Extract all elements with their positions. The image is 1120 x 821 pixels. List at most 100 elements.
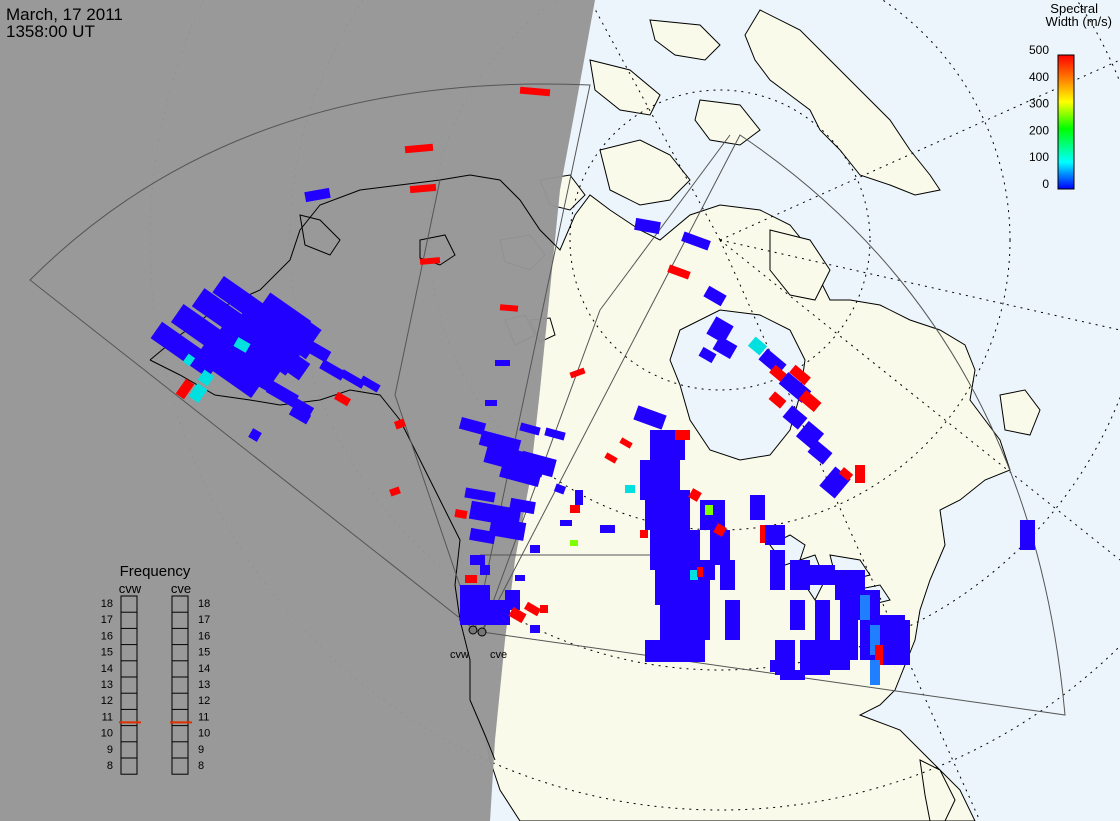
scatter-cell	[870, 660, 880, 685]
scatter-cell	[480, 565, 490, 575]
frequency-label-cvw: cvw	[119, 581, 142, 596]
scatter-cell	[288, 312, 322, 343]
frequency-scale-label-right: 16	[198, 630, 210, 642]
scatter-cell	[404, 143, 434, 154]
scatter-cell	[640, 530, 648, 538]
scatter-cell	[667, 264, 691, 280]
colorbar-gradient	[1057, 54, 1075, 190]
scatter-cell	[248, 428, 262, 442]
scatter-cell	[519, 86, 551, 97]
frequency-scale-label-left: 16	[101, 630, 113, 642]
frequency-scale-label-left: 14	[101, 663, 113, 675]
frequency-scale-label-right: 8	[198, 760, 204, 772]
colorbar-title-line2: Width (m/s)	[1046, 14, 1112, 29]
scatter-cell	[765, 525, 785, 545]
radar-label-cvw: cvw	[450, 649, 469, 661]
scatter-cell	[182, 353, 196, 367]
scatter-cell	[304, 187, 331, 203]
scatter-cell	[499, 465, 541, 487]
scatter-cell	[681, 231, 711, 251]
scatter-cell	[855, 465, 865, 483]
radar-scatter	[150, 86, 1035, 685]
scatter-cell	[697, 567, 703, 577]
scatter-cell	[750, 495, 765, 520]
scatter-cell	[600, 525, 615, 533]
scatter-cell	[782, 405, 808, 430]
frequency-scale-label-right: 14	[198, 663, 210, 675]
scatter-cell	[197, 369, 215, 387]
scatter-cell	[303, 339, 332, 363]
scatter-cell	[495, 360, 510, 366]
frequency-column-cve	[171, 595, 189, 775]
frequency-scale-label-left: 17	[101, 614, 113, 626]
scatter-cell	[713, 523, 727, 537]
scatter-cell	[570, 540, 578, 546]
scatter-cell	[768, 391, 787, 409]
scatter-cell	[319, 359, 346, 381]
scatter-cell	[860, 595, 870, 620]
colorbar-tick-label: 0	[1042, 177, 1049, 191]
frequency-scale-label-right: 18	[198, 598, 210, 610]
frequency-column-cvw	[120, 595, 138, 775]
frequency-panel: Frequency cvw cve 18 18 17 17 16 16 15 15 14 14 13…	[101, 563, 210, 775]
scatter-cell	[229, 342, 281, 386]
scatter-cell	[798, 389, 822, 413]
scatter-cell	[770, 550, 785, 590]
frequency-scale-label-left: 10	[101, 728, 113, 740]
scatter-cell	[515, 575, 525, 581]
scatter-cell	[807, 440, 833, 465]
scatter-cell	[334, 391, 351, 407]
scatter-cell	[233, 337, 251, 353]
scatter-cell	[1020, 520, 1035, 550]
scatter-cell	[359, 375, 381, 393]
time-label: 1358:00 UT	[6, 22, 95, 41]
scatter-cell	[150, 321, 220, 379]
frequency-scale-label-left: 9	[107, 744, 113, 756]
scatter-cell	[720, 560, 735, 590]
scatter-cell	[604, 452, 618, 464]
scatter-cell	[895, 620, 910, 665]
frequency-scale-label-left: 11	[102, 711, 113, 723]
frequency-scale-label-right: 10	[198, 728, 210, 740]
scatter-cell	[540, 605, 548, 613]
scatter-cell	[530, 545, 540, 553]
scatter-cell	[505, 590, 520, 610]
scatter-cell	[789, 364, 811, 386]
scatter-cell	[660, 600, 710, 640]
frequency-scale-label-right: 17	[198, 614, 210, 626]
scatter-cell	[780, 670, 805, 680]
frequency-scale-label-left: 8	[107, 760, 113, 772]
frequency-scale-label-right: 11	[198, 711, 209, 723]
scatter-cell	[800, 640, 830, 675]
scatter-cell	[810, 565, 835, 585]
scatter-cell	[569, 367, 586, 379]
scatter-cell	[288, 405, 312, 425]
scatter-cell	[712, 336, 738, 359]
scatter-cell	[464, 487, 496, 503]
scatter-cell	[770, 660, 785, 672]
scatter-cell	[210, 357, 260, 398]
date-label: March, 17 2011	[6, 5, 123, 24]
scatter-cell	[249, 329, 311, 381]
radar-site-cvw: cvw	[450, 625, 478, 661]
frequency-label-cve: cve	[171, 581, 191, 596]
scatter-cell	[470, 555, 485, 565]
scatter-cell	[175, 378, 195, 400]
scatter-cell	[830, 640, 850, 670]
frequency-scale-label-left: 13	[101, 679, 113, 691]
scatter-cell	[393, 418, 407, 430]
scatter-cell	[389, 486, 401, 497]
scatter-cell	[688, 488, 702, 502]
scatter-cell	[875, 645, 883, 665]
scatter-cell	[747, 336, 768, 356]
scatter-cell	[698, 346, 717, 364]
colorbar: Spectral Width (m/s) 500 400 300 200 100 0	[1029, 1, 1112, 191]
scatter-cell	[625, 485, 635, 493]
frequency-scale-label-right: 12	[198, 695, 210, 707]
scatter-cell	[508, 606, 527, 624]
scatter-cell	[570, 505, 580, 513]
colorbar-tick-label: 200	[1029, 123, 1049, 137]
scatter-cell	[509, 497, 536, 515]
